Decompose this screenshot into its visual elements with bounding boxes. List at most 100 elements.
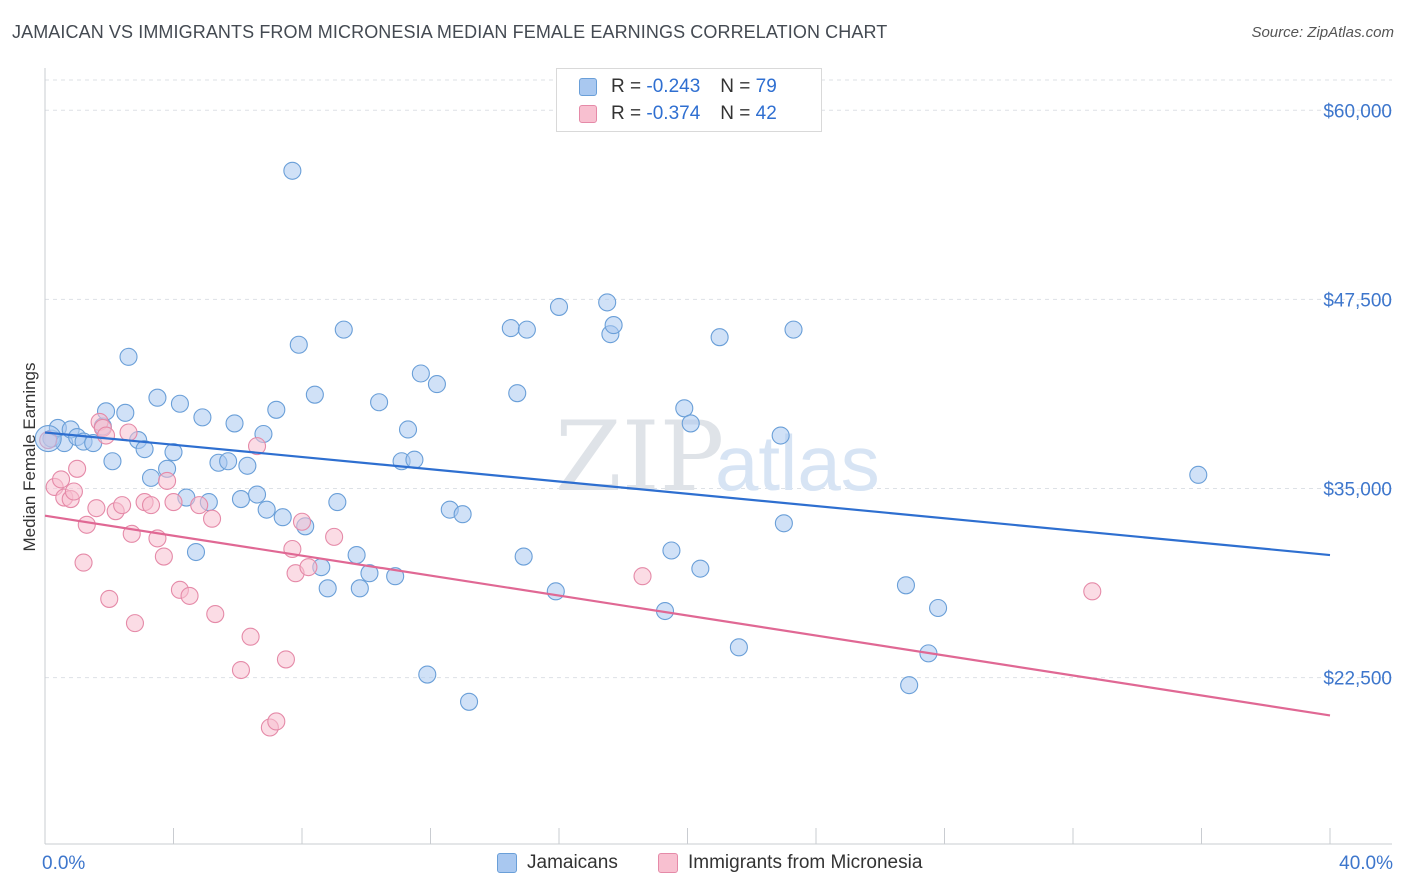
- trend-line-micronesia: [44, 514, 1331, 717]
- data-point: [180, 586, 199, 605]
- legend-n-label: N =: [720, 103, 751, 124]
- data-point: [34, 425, 62, 453]
- data-point: [411, 364, 430, 383]
- legend-n-label: N =: [720, 76, 751, 97]
- data-point: [662, 541, 681, 560]
- data-point: [299, 558, 318, 577]
- legend-row-micronesia: R = -0.374 N = 42: [579, 103, 777, 125]
- data-point: [190, 496, 209, 515]
- data-point: [74, 553, 93, 572]
- data-point: [158, 471, 177, 490]
- y-tick-label: $60,000: [1323, 101, 1392, 122]
- data-point: [598, 293, 617, 312]
- legend-swatch-jamaicans: [579, 78, 597, 96]
- data-point: [170, 394, 189, 413]
- x-tick-label: 0.0%: [42, 853, 85, 874]
- data-point: [325, 527, 344, 546]
- data-point: [100, 589, 119, 608]
- data-point: [241, 627, 260, 646]
- data-point: [273, 508, 292, 527]
- data-point: [238, 456, 257, 475]
- x-tick-label: 40.0%: [1339, 853, 1393, 874]
- data-point: [347, 545, 366, 565]
- series-jamaicans: [42, 161, 1208, 711]
- data-point: [604, 316, 623, 335]
- data-point: [675, 399, 694, 418]
- data-point: [64, 482, 83, 501]
- chart-title: JAMAICAN VS IMMIGRANTS FROM MICRONESIA M…: [12, 22, 888, 42]
- series-swatch-jamaicans: [497, 853, 517, 873]
- data-point: [119, 347, 138, 366]
- series-legend-jamaicans[interactable]: Jamaicans: [497, 852, 618, 874]
- data-point: [116, 403, 135, 422]
- data-point: [398, 420, 418, 439]
- data-point: [546, 582, 565, 601]
- data-point: [350, 579, 369, 598]
- data-point: [508, 384, 527, 403]
- data-point: [418, 665, 437, 684]
- data-point: [96, 426, 116, 445]
- data-point: [141, 468, 161, 487]
- data-point: [257, 500, 276, 519]
- grid-lines: [45, 79, 1392, 679]
- watermark-atlas: atlas: [715, 419, 880, 507]
- series-legend-label: Jamaicans: [527, 852, 618, 873]
- series-legend-micronesia[interactable]: Immigrants from Micronesia: [658, 852, 922, 874]
- data-point: [148, 388, 167, 407]
- data-point: [896, 576, 916, 595]
- y-tick-label: $47,500: [1323, 290, 1392, 311]
- data-point: [360, 564, 379, 583]
- data-point: [206, 604, 225, 624]
- data-point: [427, 375, 446, 394]
- trend-line-jamaicans: [44, 431, 1331, 557]
- data-point: [231, 660, 251, 680]
- legend-swatch-micronesia: [579, 105, 597, 123]
- data-point: [154, 547, 173, 566]
- data-point: [691, 559, 710, 578]
- data-point: [459, 692, 479, 711]
- series-swatch-micronesia: [658, 853, 678, 873]
- data-point: [334, 320, 353, 339]
- data-point: [283, 161, 302, 180]
- series-legend: Jamaicans Immigrants from Micronesia: [0, 852, 1406, 878]
- legend-n-value: 42: [755, 103, 777, 124]
- data-point: [164, 493, 183, 512]
- data-point: [305, 385, 324, 404]
- data-point: [501, 319, 520, 338]
- legend-r-value: -0.374: [646, 103, 701, 124]
- legend-n-value: 79: [755, 76, 777, 97]
- y-tick-label: $35,000: [1323, 479, 1392, 500]
- data-point: [219, 452, 238, 471]
- data-point: [113, 496, 132, 515]
- legend-r-label: R =: [611, 103, 642, 124]
- correlation-legend: R = -0.243 N = 79 R = -0.374 N = 42: [556, 68, 822, 132]
- data-point: [710, 328, 729, 347]
- data-point: [318, 579, 337, 598]
- data-point: [231, 490, 251, 509]
- data-point: [549, 297, 569, 316]
- data-point: [103, 452, 122, 471]
- data-point: [681, 414, 700, 433]
- data-point: [186, 542, 206, 562]
- data-point: [203, 509, 222, 528]
- data-point: [135, 440, 154, 459]
- data-point: [514, 547, 533, 566]
- data-point: [517, 320, 536, 339]
- data-point: [328, 493, 347, 512]
- data-point: [292, 512, 312, 531]
- data-point: [1189, 465, 1208, 484]
- data-point: [370, 393, 389, 412]
- data-point: [193, 408, 212, 427]
- series-micronesia: [39, 412, 1102, 737]
- data-point: [225, 414, 244, 433]
- data-point: [267, 400, 286, 419]
- data-point: [276, 650, 295, 669]
- data-point: [771, 426, 790, 445]
- data-point: [729, 638, 748, 657]
- data-point: [929, 598, 948, 618]
- data-point: [453, 505, 472, 524]
- data-point: [900, 676, 919, 695]
- data-point: [267, 712, 286, 731]
- watermark-zip: ZIP: [555, 401, 724, 513]
